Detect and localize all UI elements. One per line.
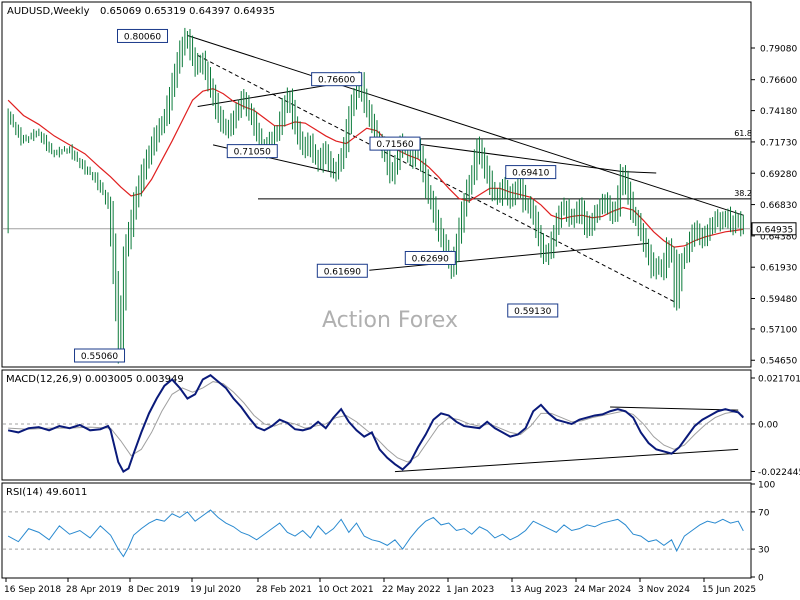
- swing-label: 0.61690: [324, 267, 361, 277]
- x-axis-layer: 16 Sep 2018 28 Apr 2019 8 Dec 2019 19 Jul 2…: [4, 578, 756, 595]
- rsi-line: [7, 509, 744, 558]
- x-axis-tick-label: 22 May 2022: [382, 585, 441, 595]
- swing-label-box: [505, 165, 557, 180]
- macd-trendline-lower: [394, 448, 739, 473]
- current-price-box: [751, 222, 797, 236]
- macd-line: [7, 374, 745, 473]
- trendline-triangle-upper: [417, 143, 623, 173]
- rsi-label: RSI(14) 49.6011: [6, 487, 87, 498]
- x-axis-tick-label: 16 Sep 2018: [4, 585, 61, 595]
- main-y-tick-label: 0.54650: [760, 357, 797, 367]
- main-y-tick-label: 0.66830: [760, 201, 797, 211]
- rsi-y-tick-label: 0: [758, 574, 764, 584]
- swing-label-box: [117, 28, 169, 43]
- fib-level-label: 61.8: [734, 129, 752, 138]
- main-y-tick-label: 0.79080: [760, 44, 797, 54]
- x-axis-tick-label: 28 Feb 2021: [256, 585, 312, 595]
- main-y-tick-label: 0.71730: [760, 138, 797, 148]
- swing-label-box: [404, 250, 456, 265]
- swing-label-box: [369, 136, 421, 151]
- x-axis-tick-label: 19 Jul 2020: [190, 585, 241, 595]
- symbol-label: AUDUSD,Weekly: [7, 6, 90, 17]
- swing-label: 0.59130: [514, 307, 551, 317]
- trendline-major-resistance: [187, 34, 744, 216]
- macd-y-tick-label: 0.021701: [758, 374, 800, 384]
- watermark: Action Forex: [322, 308, 458, 333]
- swing-label: 0.69410: [512, 169, 549, 179]
- swing-label-box: [74, 348, 126, 363]
- swing-label: 0.76600: [318, 76, 355, 86]
- x-axis-tick-label: 1 Jan 2023: [446, 585, 494, 595]
- x-axis-tick-label: 8 Dec 2019: [128, 585, 180, 595]
- main-y-tick-label: 0.76600: [760, 76, 797, 86]
- macd-panel-layer: 0.021701 0.00 -0.022445: [3, 374, 800, 478]
- main-y-tick-label: 0.61930: [760, 264, 797, 274]
- ohlc-label: 0.65069 0.65319 0.64397 0.64935: [100, 6, 275, 17]
- rsi-panel-frame: [1, 482, 752, 579]
- main-y-tick-label: 0.59480: [760, 295, 797, 305]
- trendline-dashed-support: [197, 54, 677, 304]
- macd-panel-frame: [1, 369, 752, 481]
- swing-label-box: [316, 263, 368, 278]
- x-axis-tick-label: 28 Apr 2019: [66, 585, 122, 595]
- trendline-triangle-lower: [369, 242, 649, 271]
- main-y-tick-label: 0.74180: [760, 107, 797, 117]
- rsi-panel-layer: 100 70 30 0: [3, 481, 775, 584]
- x-axis-tick-label: 24 Mar 2024: [574, 585, 631, 595]
- x-axis-tick-label: 15 Jun 2025: [702, 585, 756, 595]
- rsi-y-tick-label: 100: [758, 481, 775, 491]
- fib-level-label: 38.2: [734, 189, 752, 198]
- swing-label: 0.71560: [376, 140, 413, 150]
- swing-label: 0.71050: [234, 148, 271, 158]
- current-price-label: 0.64935: [756, 225, 793, 235]
- macd-label: MACD(12,26,9) 0.003005 0.003949: [6, 374, 184, 385]
- swing-label: 0.62690: [412, 254, 449, 264]
- x-axis-tick-label: 13 Aug 2023: [510, 585, 568, 595]
- main-panel-frame: [1, 1, 752, 368]
- rsi-y-tick-label: 30: [758, 546, 770, 556]
- macd-trendline-upper: [610, 406, 739, 411]
- main-y-tick-label: 0.57100: [760, 325, 797, 335]
- main-panel-layer: 0.79080 0.76600 0.74180 0.71730 0.69280 0.668…: [3, 27, 797, 367]
- main-y-tick-label: 0.69280: [760, 170, 797, 180]
- main-y-tick-label: 0.64380: [760, 232, 797, 242]
- swing-label-box: [226, 144, 278, 159]
- swing-label: 0.55060: [81, 352, 118, 362]
- x-axis-tick-label: 10 Oct 2021: [318, 585, 374, 595]
- macd-y-tick-label: 0.00: [758, 420, 778, 430]
- swing-label: 0.80060: [124, 32, 161, 42]
- price-bars: [7, 27, 744, 364]
- rsi-y-tick-label: 70: [758, 508, 770, 518]
- swing-label-box: [507, 303, 559, 318]
- x-axis-tick-label: 3 Nov 2024: [638, 585, 690, 595]
- macd-y-tick-label: -0.022445: [758, 468, 800, 478]
- macd-signal-line: [8, 381, 744, 463]
- swing-label-box: [311, 72, 363, 87]
